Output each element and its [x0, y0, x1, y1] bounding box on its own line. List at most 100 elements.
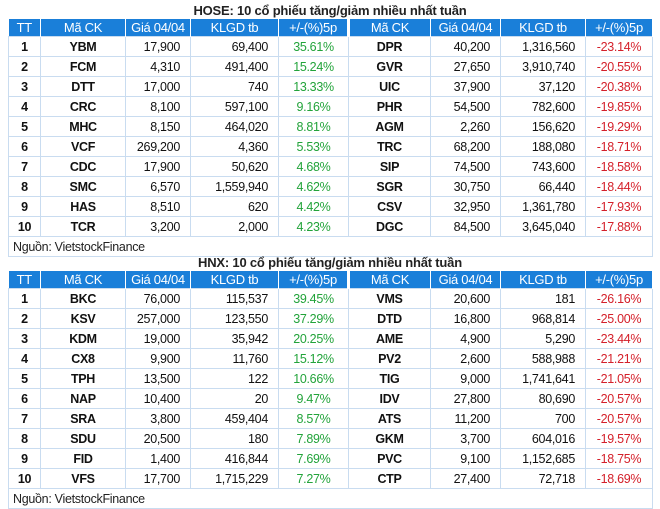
cell: GKM: [348, 428, 431, 449]
cell: 9,000: [430, 368, 501, 389]
cell: PHR: [348, 96, 431, 117]
header-row: TT Mã CK Giá 04/04 KLGD tb +/-(%)5p Mã CK Giá …: [8, 271, 653, 289]
cell: 3,645,040: [500, 216, 586, 237]
cell: 84,500: [430, 216, 501, 237]
cell: 782,600: [500, 96, 586, 117]
cell: 68,200: [430, 136, 501, 157]
cell: VCF: [40, 136, 126, 157]
cell: 17,700: [125, 468, 191, 489]
column-header: Giá 04/04: [125, 271, 191, 289]
cell: -18.44%: [585, 176, 653, 197]
column-header: Giá 04/04: [430, 19, 501, 37]
source-note: Nguồn: VietstockFinance: [8, 236, 653, 257]
table-row: 5 MHC 8,150 464,020 8.81% AGM 2,260 156,620 -19.…: [8, 116, 653, 137]
table-row: 4 CX8 9,900 11,760 15.12% PV2 2,600 588,988 -21.…: [8, 348, 653, 369]
cell: NAP: [40, 388, 126, 409]
cell: -19.29%: [585, 116, 653, 137]
cell: -23.44%: [585, 328, 653, 349]
cell: PV2: [348, 348, 431, 369]
cell: 459,404: [190, 408, 279, 429]
cell: 13,500: [125, 368, 191, 389]
cell: 9.16%: [278, 96, 349, 117]
hose-table: TT Mã CK Giá 04/04 KLGD tb +/-(%)5p Mã CK Giá …: [8, 19, 653, 257]
cell: 5: [8, 368, 41, 389]
cell: 20,500: [125, 428, 191, 449]
column-header: KLGD tb: [190, 19, 279, 37]
cell: 50,620: [190, 156, 279, 177]
cell: SMC: [40, 176, 126, 197]
cell: -26.16%: [585, 288, 653, 309]
cell: 80,690: [500, 388, 586, 409]
cell: 269,200: [125, 136, 191, 157]
table-row: 10 TCR 3,200 2,000 4.23% DGC 84,500 3,645,040 -1…: [8, 216, 653, 237]
cell: BKC: [40, 288, 126, 309]
cell: DTT: [40, 76, 126, 97]
cell: 27,800: [430, 388, 501, 409]
cell: CX8: [40, 348, 126, 369]
cell: SIP: [348, 156, 431, 177]
cell: -20.38%: [585, 76, 653, 97]
cell: 27,400: [430, 468, 501, 489]
cell: 7.69%: [278, 448, 349, 469]
cell: 9: [8, 196, 41, 217]
table-row: 7 CDC 17,900 50,620 4.68% SIP 74,500 743,600 -18…: [8, 156, 653, 177]
cell: 3,800: [125, 408, 191, 429]
cell: 20.25%: [278, 328, 349, 349]
cell: 968,814: [500, 308, 586, 329]
table-row: 8 SDU 20,500 180 7.89% GKM 3,700 604,016 -19.57%: [8, 428, 653, 449]
table-row: 8 SMC 6,570 1,559,940 4.62% SGR 30,750 66,440 -1…: [8, 176, 653, 197]
cell: 27,650: [430, 56, 501, 77]
cell: DPR: [348, 36, 431, 57]
column-header: +/-(%)5p: [278, 19, 350, 37]
column-header: TT: [8, 271, 41, 289]
cell: 188,080: [500, 136, 586, 157]
cell: TIG: [348, 368, 431, 389]
cell: MHC: [40, 116, 126, 137]
cell: 7.89%: [278, 428, 349, 449]
cell: 10: [8, 216, 41, 237]
cell: -18.58%: [585, 156, 653, 177]
cell: 7: [8, 156, 41, 177]
table-row: 2 KSV 257,000 123,550 37.29% DTD 16,800 968,814…: [8, 308, 653, 329]
column-header: Mã CK: [348, 19, 431, 37]
cell: 74,500: [430, 156, 501, 177]
source-note: Nguồn: VietstockFinance: [8, 488, 653, 509]
cell: 416,844: [190, 448, 279, 469]
cell: -21.21%: [585, 348, 653, 369]
cell: VMS: [348, 288, 431, 309]
cell: 7: [8, 408, 41, 429]
cell: 5: [8, 116, 41, 137]
cell: -20.55%: [585, 56, 653, 77]
cell: CSV: [348, 196, 431, 217]
cell: 1,400: [125, 448, 191, 469]
cell: PVC: [348, 448, 431, 469]
cell: 20: [190, 388, 279, 409]
table-row: 9 FID 1,400 416,844 7.69% PVC 9,100 1,152,685 -1…: [8, 448, 653, 469]
column-header: Giá 04/04: [125, 19, 191, 37]
table-row: 9 HAS 8,510 620 4.42% CSV 32,950 1,361,780 -17.9…: [8, 196, 653, 217]
cell: 9,900: [125, 348, 191, 369]
cell: 8: [8, 428, 41, 449]
cell: 4: [8, 96, 41, 117]
hnx-section: HNX: 10 cổ phiếu tăng/giảm nhiều nhất tu…: [8, 255, 653, 509]
table-row: 7 SRA 3,800 459,404 8.57% ATS 11,200 700 -20.57%: [8, 408, 653, 429]
cell: 1: [8, 288, 41, 309]
cell: 4.68%: [278, 156, 349, 177]
cell: -17.93%: [585, 196, 653, 217]
cell: 1,715,229: [190, 468, 279, 489]
cell: 2,600: [430, 348, 501, 369]
cell: 464,020: [190, 116, 279, 137]
cell: 66,440: [500, 176, 586, 197]
cell: -19.85%: [585, 96, 653, 117]
cell: 7.27%: [278, 468, 349, 489]
cell: 4,360: [190, 136, 279, 157]
column-header: Mã CK: [40, 271, 126, 289]
cell: 8.57%: [278, 408, 349, 429]
cell: FCM: [40, 56, 126, 77]
cell: 1,559,940: [190, 176, 279, 197]
cell: 4,900: [430, 328, 501, 349]
cell: -20.57%: [585, 388, 653, 409]
cell: IDV: [348, 388, 431, 409]
cell: 1,361,780: [500, 196, 586, 217]
cell: 620: [190, 196, 279, 217]
